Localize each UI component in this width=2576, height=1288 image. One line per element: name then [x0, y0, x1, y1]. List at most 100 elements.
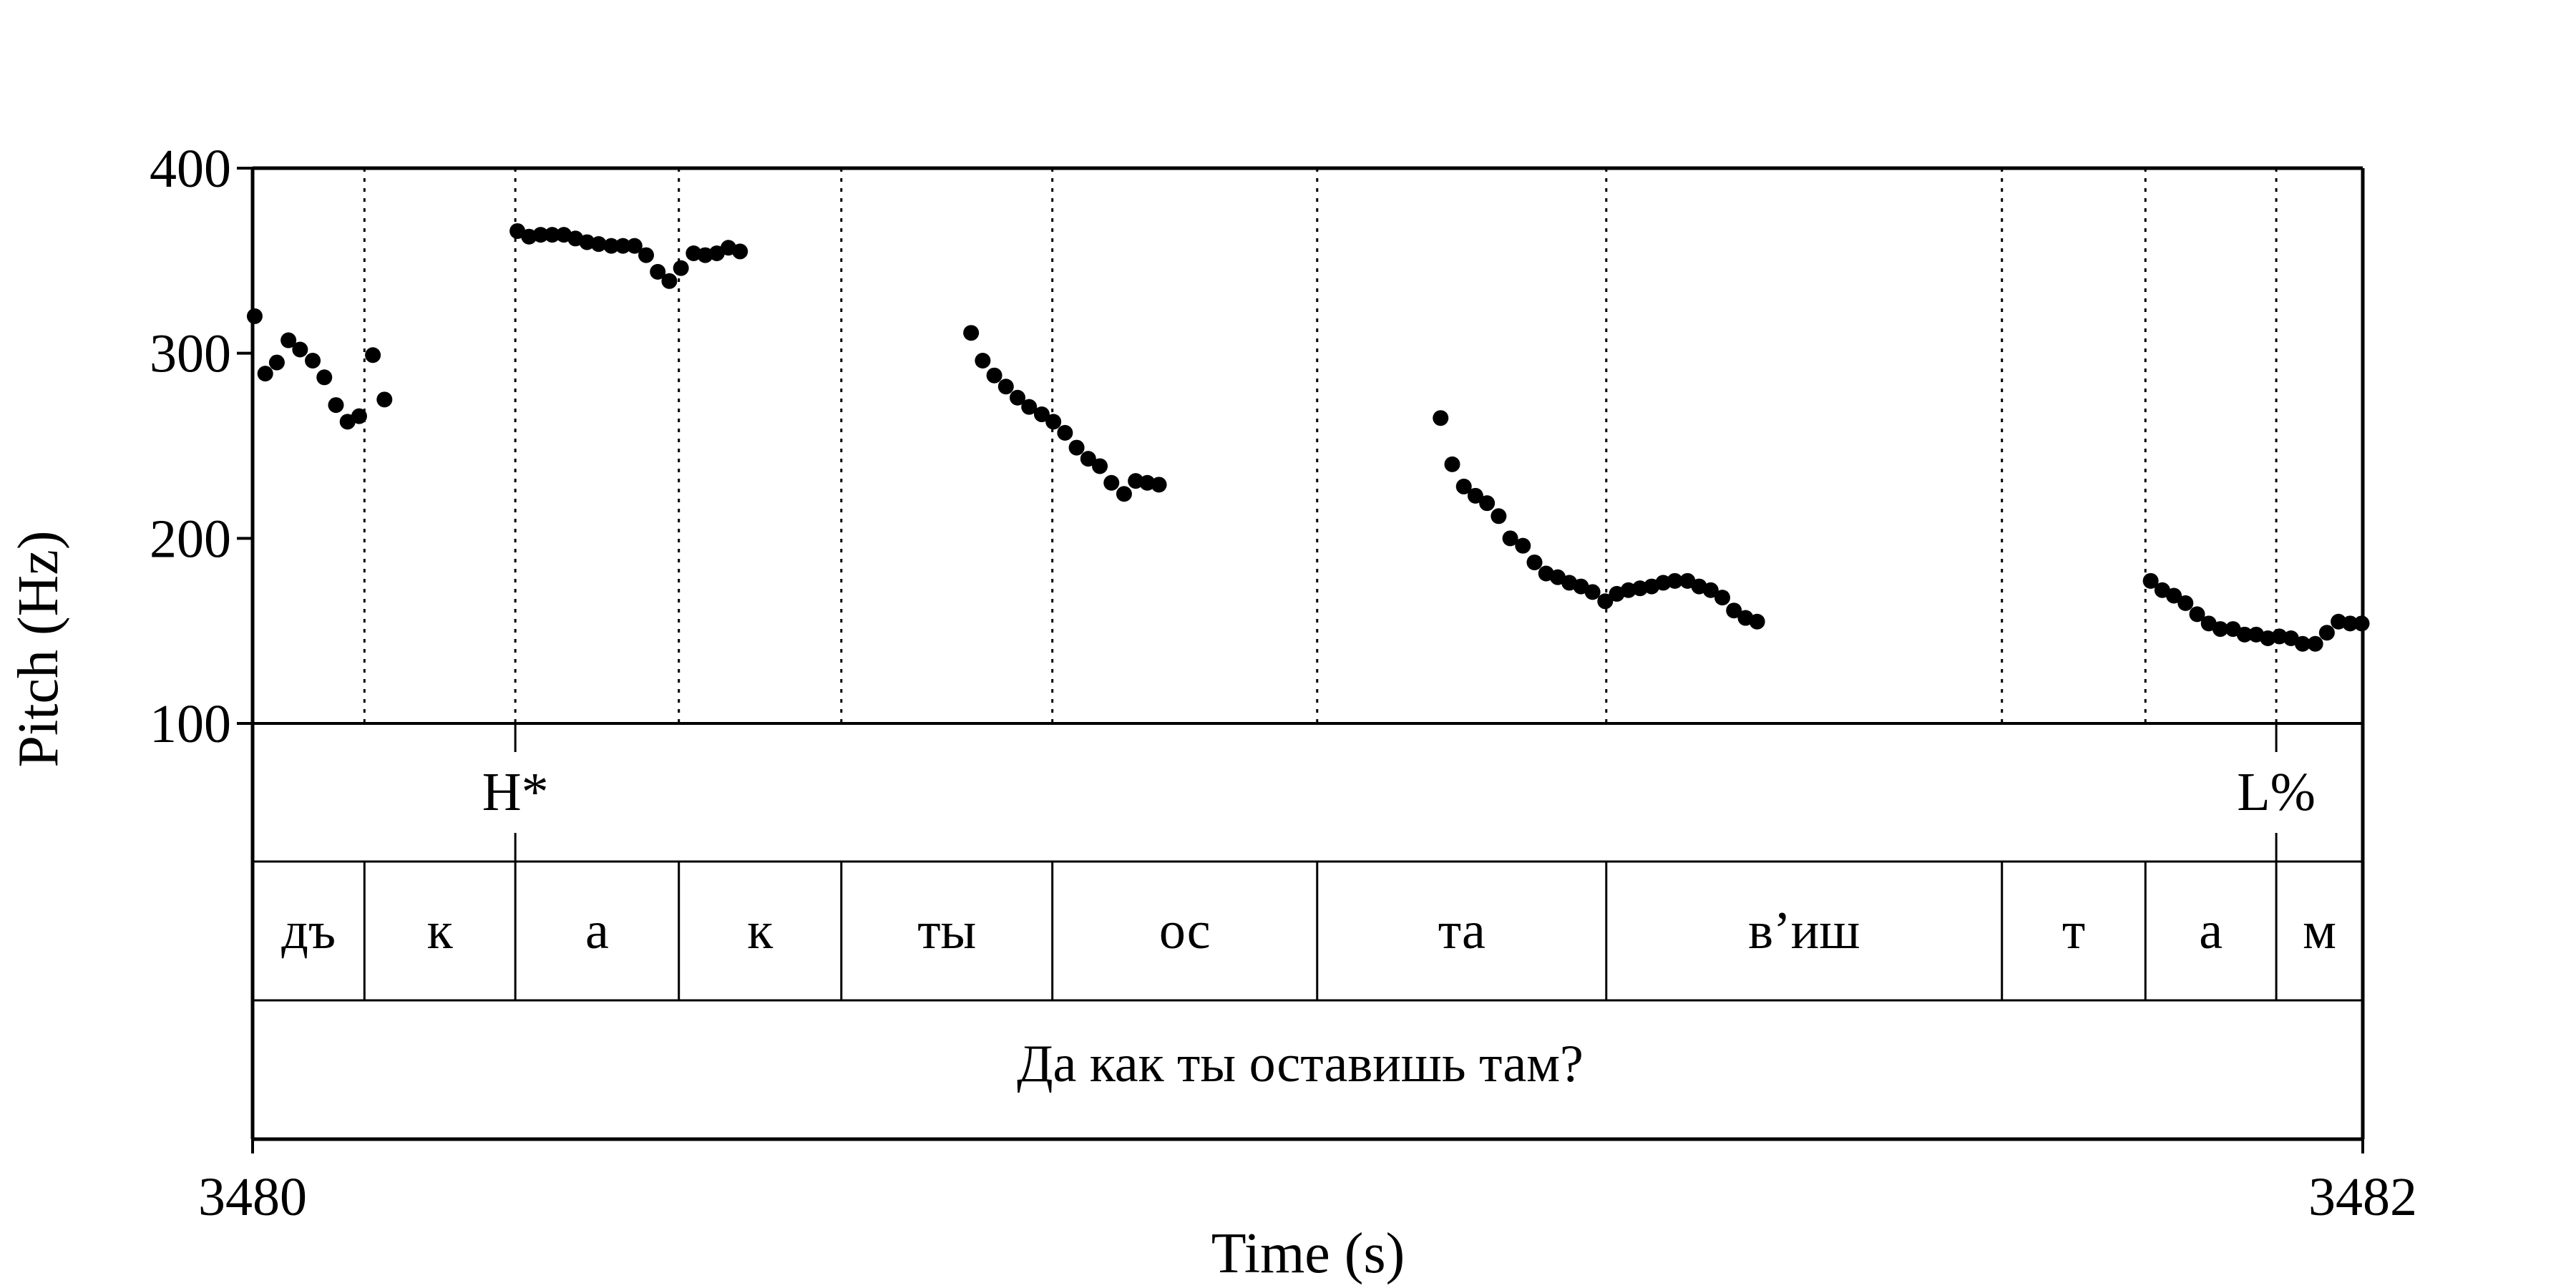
pitch-point — [1139, 474, 1156, 491]
pitch-point — [1151, 477, 1167, 493]
pitch-point — [1726, 602, 1742, 619]
pitch-point — [673, 260, 689, 276]
x-tick-label: 3482 — [2308, 1167, 2417, 1227]
pitch-point — [316, 369, 333, 386]
pitch-point — [732, 243, 748, 260]
pitch-point — [1057, 424, 1073, 441]
pitch-point — [2236, 626, 2253, 643]
pitch-point — [305, 353, 321, 369]
pitch-point — [975, 353, 991, 369]
syllable-label: а — [585, 902, 609, 960]
pitch-point — [2271, 628, 2288, 645]
pitch-point — [1655, 575, 1672, 591]
pitch-point — [1092, 458, 1108, 474]
pitch-point — [1433, 410, 1449, 426]
sentence-label: Да как ты оставишь там? — [1017, 1035, 1584, 1093]
pitch-point — [1702, 582, 1719, 598]
pitch-point — [1515, 537, 1531, 554]
pitch-point — [603, 238, 620, 254]
pitch-point — [963, 325, 980, 341]
pitch-point — [615, 238, 631, 254]
pitch-point — [292, 341, 308, 358]
pitch-point — [376, 391, 393, 408]
pitch-point — [2166, 587, 2182, 604]
pitch-point — [1068, 439, 1085, 456]
pitch-point — [1714, 590, 1730, 606]
pitch-point — [1128, 473, 1144, 489]
y-tick-label: 200 — [150, 509, 231, 569]
pitch-point — [351, 408, 367, 424]
pitch-point — [1467, 487, 1483, 504]
pitch-point — [650, 263, 666, 280]
syllable-label: к — [747, 902, 774, 960]
pitch-point — [1502, 530, 1518, 547]
pitch-point — [2307, 635, 2323, 652]
tone-label: L% — [2237, 762, 2316, 822]
syllable-label: т — [2062, 902, 2085, 960]
pitch-point — [1620, 582, 1636, 598]
pitch-point — [1444, 456, 1460, 472]
x-tick-label: 3480 — [198, 1167, 307, 1227]
pitch-point — [2142, 572, 2159, 589]
syllable-label: м — [2303, 902, 2336, 960]
pitch-point — [590, 236, 607, 253]
pitch-point — [1045, 414, 1062, 430]
pitch-point — [532, 227, 549, 243]
pitch-point — [2318, 625, 2335, 641]
pitch-point — [246, 308, 263, 324]
pitch-point — [626, 238, 643, 254]
pitch-point — [2177, 595, 2194, 611]
pitch-point — [1010, 389, 1026, 406]
syllable-label: та — [1438, 902, 1485, 960]
pitch-points — [246, 223, 2370, 652]
pitch-point — [579, 234, 595, 250]
annotation-tiers: H* L%дъ к а к ты ос та в’иш т а м — [253, 723, 2363, 1002]
x-axis-label: Time (s) — [1211, 1222, 1405, 1285]
syllable-label: ты — [917, 902, 976, 960]
syllable-label: к — [427, 902, 454, 960]
pitch-point — [1631, 580, 1648, 597]
syllable-label: дъ — [281, 902, 336, 960]
pitch-point — [2260, 630, 2276, 647]
pitch-point — [280, 332, 297, 348]
pitch-point — [2331, 613, 2347, 630]
boundary-lines — [363, 168, 2278, 723]
pitch-point — [1597, 593, 1614, 610]
pitch-point — [1021, 399, 1038, 415]
plot-frame — [250, 166, 2365, 1141]
pitch-point — [1103, 474, 1120, 491]
pitch-point — [997, 379, 1014, 395]
pitch-point — [1455, 478, 1472, 494]
y-axis-ticks: 100 200 300 400 — [150, 139, 253, 754]
pitch-point — [986, 367, 1002, 384]
pitch-point — [638, 247, 654, 263]
pitch-point — [257, 366, 273, 382]
pitch-point — [1116, 486, 1132, 502]
pitch-point — [1584, 584, 1601, 600]
pitch-point — [1667, 572, 1683, 589]
x-axis-ticks: 3480 3482 — [198, 1139, 2417, 1227]
y-tick-label: 400 — [150, 139, 231, 199]
syllable-label: ос — [1159, 902, 1211, 960]
pitch-point — [2342, 615, 2358, 632]
pitch-point — [328, 397, 344, 414]
pitch-point — [1526, 554, 1543, 570]
pitch-point — [1080, 451, 1096, 467]
y-tick-label: 300 — [150, 324, 231, 384]
pitch-point — [365, 347, 381, 364]
pitch-point — [2189, 606, 2205, 623]
pitch-point — [1033, 406, 1050, 423]
pitch-point — [686, 245, 702, 261]
pitch-point — [697, 247, 713, 263]
pitch-point — [1749, 613, 1765, 630]
pitch-point — [268, 354, 285, 371]
pitch-point — [661, 273, 678, 289]
pitch-point — [2212, 621, 2228, 638]
pitch-point — [521, 228, 537, 245]
pitch-point — [2294, 635, 2311, 652]
syllable-label: в’иш — [1748, 902, 1860, 960]
syllable-label: а — [2199, 902, 2223, 960]
y-axis-label: Pitch (Hz) — [7, 530, 70, 767]
tone-label: H* — [482, 762, 549, 822]
